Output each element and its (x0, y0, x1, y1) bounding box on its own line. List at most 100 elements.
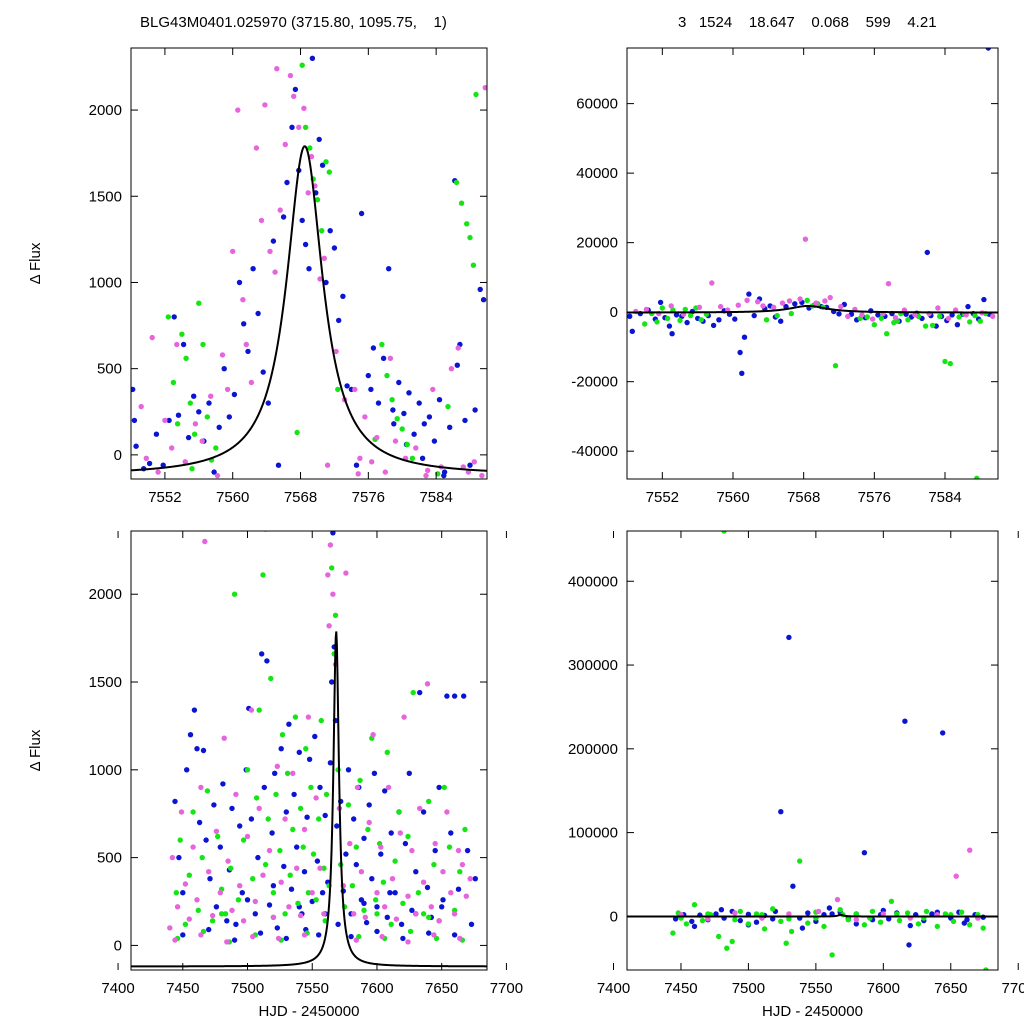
data-point-pink (143, 455, 149, 461)
data-point-pink (432, 840, 438, 847)
data-point-pink (366, 819, 372, 826)
data-point-pink (760, 303, 766, 309)
data-point-green (290, 826, 296, 833)
data-point-blue (172, 798, 178, 805)
data-point-green (199, 854, 205, 861)
data-point-blue (334, 823, 340, 829)
data-point-blue (853, 921, 859, 927)
data-point-green (174, 421, 181, 427)
data-point-blue (477, 286, 483, 293)
data-point-green (179, 331, 185, 337)
y-tick-label: 0 (114, 937, 122, 954)
data-point-pink (347, 840, 353, 847)
data-point-blue (185, 434, 192, 441)
data-point-green (270, 890, 277, 896)
data-point-green (265, 816, 271, 822)
data-point-blue (382, 788, 388, 794)
data-point-blue (455, 886, 462, 892)
data-point-green (426, 914, 432, 920)
data-point-green (335, 386, 341, 393)
data-point-blue (133, 443, 139, 449)
data-point-pink (423, 472, 429, 479)
data-point-green (457, 869, 463, 875)
data-point-green (279, 732, 286, 738)
data-point-pink (405, 893, 411, 899)
data-point-blue (292, 86, 299, 93)
data-point-green (400, 900, 406, 906)
data-point-blue (924, 249, 930, 256)
data-point-green (213, 445, 219, 451)
data-point-green (284, 770, 291, 776)
data-point-blue (319, 890, 326, 896)
data-point-blue (255, 854, 261, 861)
data-point-blue (907, 922, 913, 929)
y-tick-label: 1000 (89, 274, 122, 291)
data-point-blue (280, 214, 287, 220)
data-point-green (737, 908, 743, 915)
data-point-blue (805, 910, 811, 916)
data-point-blue (288, 886, 295, 892)
data-point-green (845, 917, 851, 923)
data-point-pink (305, 714, 312, 720)
data-point-pink (237, 883, 243, 889)
data-point-blue (286, 721, 292, 727)
data-point-blue (461, 693, 467, 699)
data-point-pink (325, 572, 331, 578)
data-point-pink (301, 826, 308, 833)
data-point-green (392, 858, 398, 864)
data-point-blue (294, 844, 300, 850)
data-point-pink (244, 833, 251, 840)
data-point-green (871, 322, 877, 328)
data-point-pink (224, 386, 231, 393)
data-point-pink (230, 248, 236, 255)
data-point-blue (949, 312, 955, 318)
data-point-green (861, 922, 868, 928)
data-point-blue (283, 935, 289, 942)
data-point-pink (643, 306, 650, 313)
y-tick-label: 2000 (89, 586, 122, 603)
data-point-blue (358, 210, 365, 217)
data-point-green (380, 879, 387, 885)
model-curve (627, 913, 998, 918)
data-point-blue (236, 279, 243, 286)
data-point-pink (459, 861, 466, 868)
data-point-pink (313, 795, 319, 801)
data-point-blue (374, 904, 380, 910)
data-point-pink (206, 869, 212, 875)
data-point-green (446, 844, 453, 850)
data-point-blue (426, 930, 432, 936)
data-point-pink (440, 869, 446, 875)
data-point-pink (392, 438, 399, 444)
data-point-blue (981, 296, 987, 303)
y-tick-label: 1500 (89, 188, 122, 205)
data-point-green (407, 928, 414, 935)
data-point-pink (235, 107, 241, 113)
data-point-pink (385, 784, 392, 791)
data-point-pink (274, 66, 280, 72)
data-point-green (896, 917, 903, 924)
data-point-pink (266, 847, 273, 854)
data-point-green (923, 908, 930, 915)
data-point-green (410, 689, 416, 696)
data-point-blue (272, 770, 278, 776)
data-point-green (256, 707, 262, 713)
data-point-green (388, 921, 394, 927)
data-point-green (829, 952, 835, 958)
data-point-pink (321, 255, 327, 261)
data-point-blue (250, 266, 256, 272)
data-point-green (218, 911, 225, 917)
data-point-blue (902, 718, 908, 724)
data-point-pink (272, 269, 278, 275)
data-point-pink (451, 911, 458, 917)
data-point-blue (792, 301, 798, 307)
data-point-blue (467, 462, 473, 468)
data-point-blue (753, 919, 760, 925)
data-point-blue (444, 693, 450, 699)
data-point-blue (248, 816, 255, 822)
data-point-green (326, 169, 332, 175)
data-point-green (231, 591, 238, 597)
data-point-blue (306, 756, 313, 762)
data-point-green (716, 933, 722, 940)
data-point-green (774, 312, 780, 319)
data-point-blue (213, 904, 220, 910)
